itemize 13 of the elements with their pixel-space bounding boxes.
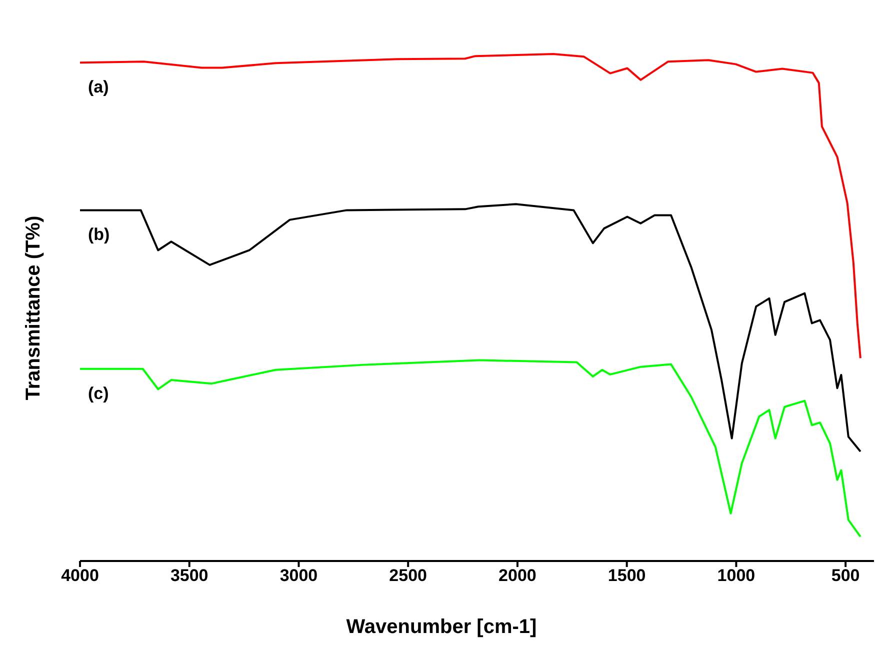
x-tick-label: 3000 <box>280 566 318 586</box>
x-tick-label: 3500 <box>170 566 208 586</box>
x-tick-label: 1000 <box>717 566 756 586</box>
series-label: (b) <box>88 225 110 244</box>
x-tick-label: 2000 <box>498 566 536 586</box>
series-label: (a) <box>88 78 109 97</box>
x-tick-label: 500 <box>831 566 860 586</box>
y-axis-title: Transmittance (T%) <box>22 216 46 400</box>
x-tick-label: 2500 <box>389 566 428 586</box>
x-tick-label: 4000 <box>61 566 99 586</box>
x-tick-label: 1500 <box>608 566 646 586</box>
series-label: (c) <box>88 384 109 403</box>
x-axis-title: Wavenumber [cm-1] <box>345 616 538 639</box>
